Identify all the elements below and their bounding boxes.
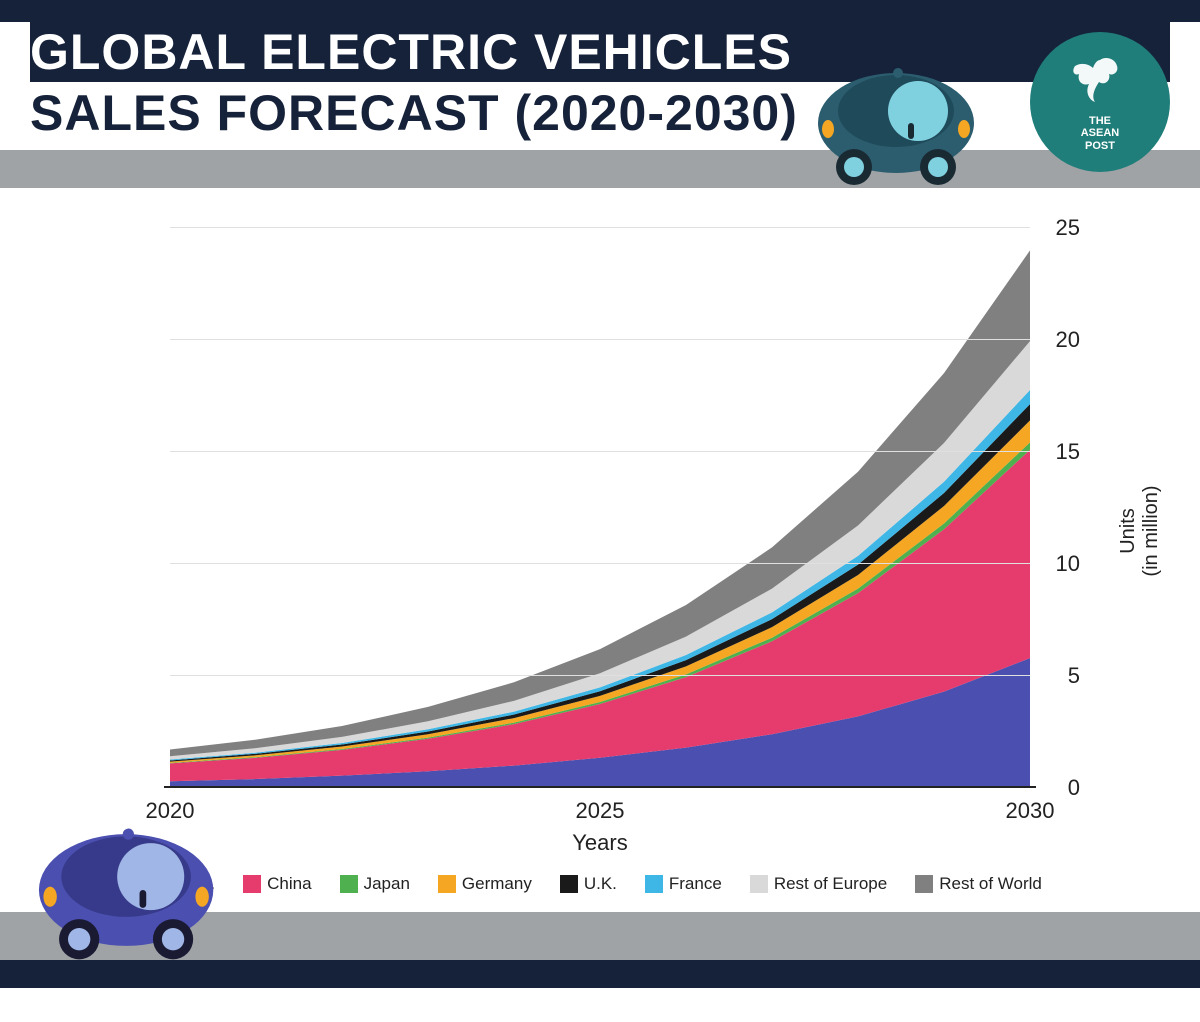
car-footer-icon	[30, 827, 220, 962]
y-tick-label: 15	[1056, 439, 1080, 465]
header-dark-band: GLOBAL ELECTRIC VEHICLES	[30, 22, 1170, 82]
gray-band-bottom	[0, 912, 1200, 960]
y-axis-label: Units (in million)	[1117, 485, 1163, 576]
legend-label: Japan	[364, 874, 410, 894]
legend-item: France	[645, 874, 722, 894]
plot-container: 0510152025 202020252030 Units (in millio…	[170, 228, 1030, 788]
y-tick-label: 5	[1068, 663, 1080, 689]
legend-item: Rest of Europe	[750, 874, 887, 894]
legend-item: Germany	[438, 874, 532, 894]
y-tick-label: 10	[1056, 551, 1080, 577]
y-tick-label: 20	[1056, 327, 1080, 353]
title-line-1: GLOBAL ELECTRIC VEHICLES	[30, 23, 792, 81]
y-tick-label: 25	[1056, 215, 1080, 241]
footer-dark-strip	[0, 960, 1200, 988]
legend: U.S.ChinaJapanGermanyU.K.FranceRest of E…	[120, 874, 1080, 894]
x-axis-line	[164, 786, 1036, 788]
hummingbird-icon	[1065, 52, 1135, 107]
grid-line	[170, 227, 1030, 228]
grid-line	[170, 451, 1030, 452]
legend-item: Japan	[340, 874, 410, 894]
car-header-icon	[810, 67, 980, 187]
legend-label: China	[267, 874, 311, 894]
legend-swatch	[340, 875, 358, 893]
y-tick-label: 0	[1068, 775, 1080, 801]
legend-swatch	[915, 875, 933, 893]
x-axis-label: Years	[60, 830, 1140, 856]
chart-container: 0510152025 202020252030 Units (in millio…	[0, 188, 1200, 912]
gray-band-top	[0, 150, 1200, 188]
logo-text: THE ASEAN POST	[1081, 115, 1120, 151]
header-white-band: SALES FORECAST (2020-2030)	[30, 82, 1170, 144]
legend-label: Rest of World	[939, 874, 1042, 894]
legend-label: U.K.	[584, 874, 617, 894]
stacked-area-chart	[170, 228, 1030, 788]
header: GLOBAL ELECTRIC VEHICLES SALES FORECAST …	[0, 22, 1200, 144]
legend-swatch	[645, 875, 663, 893]
legend-swatch	[750, 875, 768, 893]
grid-line	[170, 563, 1030, 564]
grid-line	[170, 675, 1030, 676]
legend-label: Germany	[462, 874, 532, 894]
title-line-2: SALES FORECAST (2020-2030)	[30, 84, 798, 142]
x-tick-label: 2030	[1006, 798, 1055, 824]
legend-label: France	[669, 874, 722, 894]
legend-item: China	[243, 874, 311, 894]
grid-line	[170, 339, 1030, 340]
legend-swatch	[560, 875, 578, 893]
legend-swatch	[438, 875, 456, 893]
x-tick-label: 2020	[146, 798, 195, 824]
x-tick-label: 2025	[576, 798, 625, 824]
legend-swatch	[243, 875, 261, 893]
legend-item: Rest of World	[915, 874, 1042, 894]
asean-post-logo: THE ASEAN POST	[1030, 32, 1170, 172]
legend-item: U.K.	[560, 874, 617, 894]
header-top-strip	[0, 0, 1200, 22]
legend-label: Rest of Europe	[774, 874, 887, 894]
